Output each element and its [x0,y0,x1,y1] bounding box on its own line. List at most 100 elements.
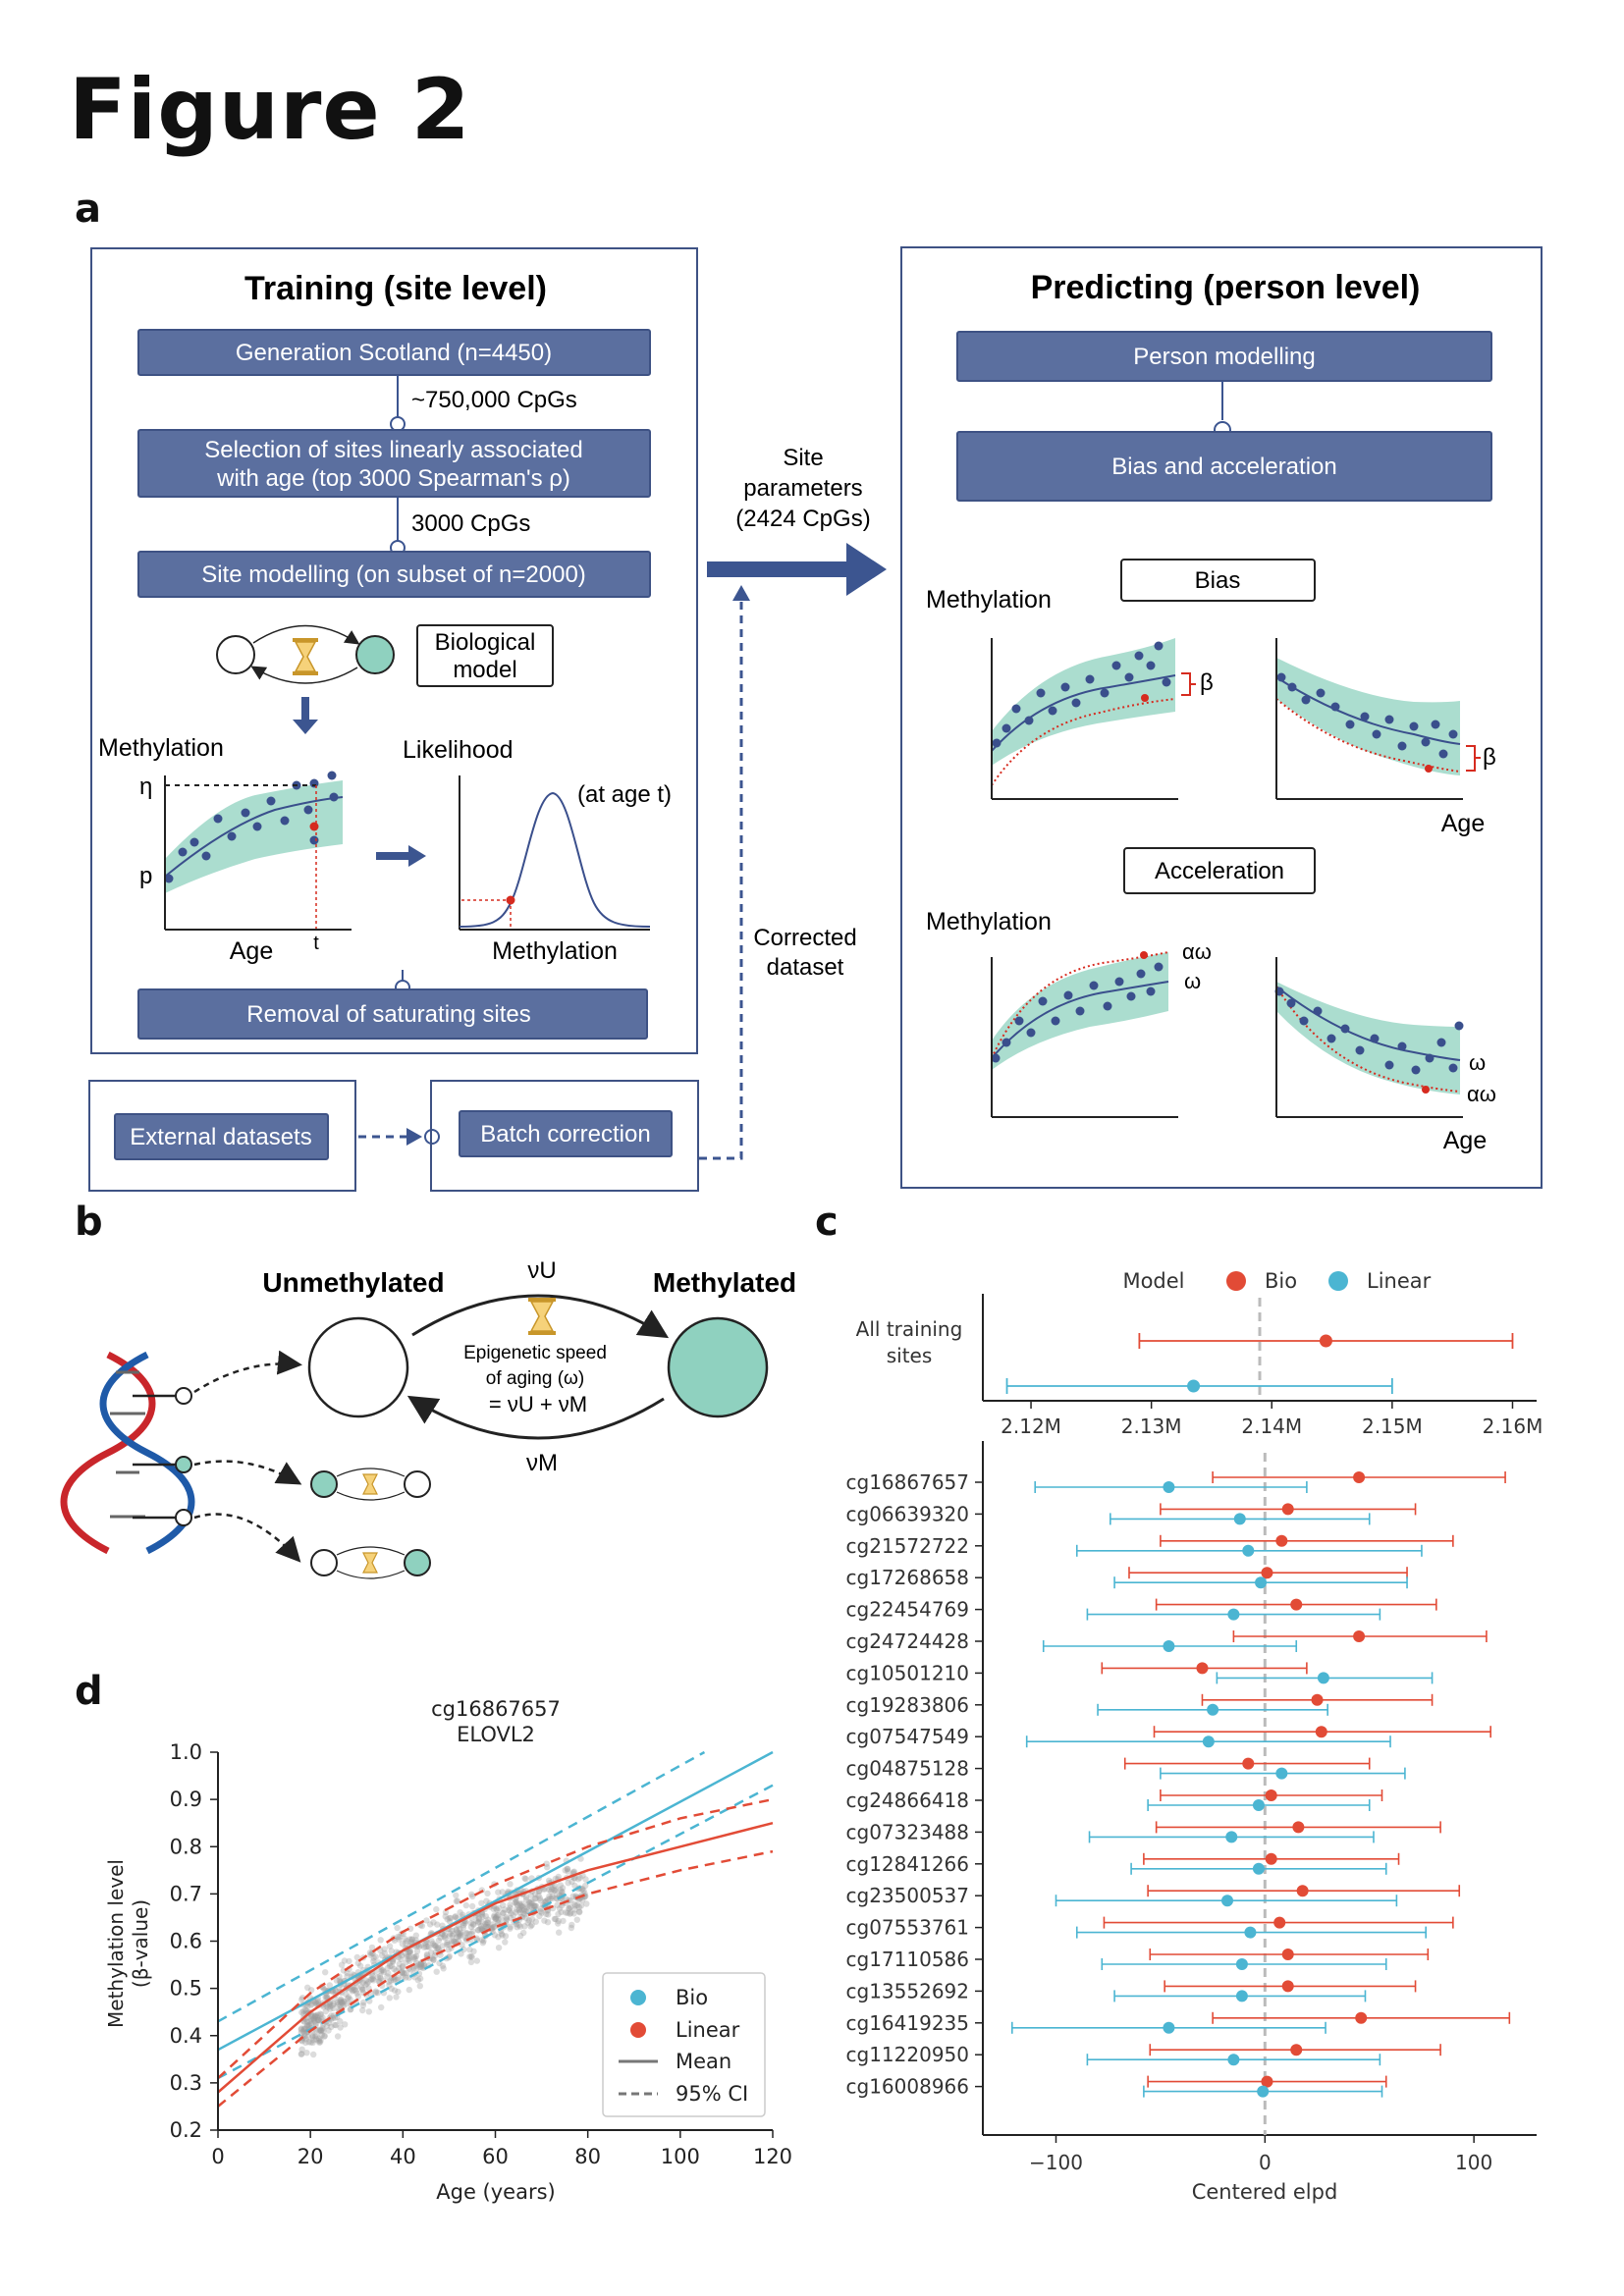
site-label: cg22454769 [846,1598,970,1622]
site-params-line3: (2424 CpGs) [735,506,870,532]
methylated-state-icon [355,635,395,674]
data-point [489,1921,496,1928]
data-point [449,1932,457,1940]
data-point [462,1930,469,1937]
data-point [571,1906,578,1913]
data-point [469,1893,476,1900]
data-point [516,1908,523,1916]
data-point [500,1910,507,1917]
data-point [482,1923,489,1931]
mean-point [1202,1735,1215,1748]
data-point [337,2024,344,2031]
data-point [403,1969,409,1977]
data-point [312,2012,319,2020]
data-point [569,1893,576,1900]
data-point [521,1875,528,1882]
mean-point [1281,1949,1294,1960]
data-point [312,1999,319,2005]
mean-point [1261,2075,1273,2088]
data-point [513,1909,519,1916]
data-point [551,1915,559,1923]
data-point [425,1944,433,1950]
data-point [507,1904,514,1911]
mean-point [1244,1926,1257,1939]
mean-point [1317,1672,1329,1684]
data-point [468,1953,475,1960]
data-point [358,1986,366,1993]
speed-line2: of aging (ω) [486,1368,584,1389]
data-point [462,1901,469,1909]
data-point [547,1888,555,1896]
linear-ci-high [217,1750,706,2023]
data-point [338,1998,345,2005]
mean-point [1255,1576,1268,1589]
biological-model-box [416,624,554,687]
data-point [348,1986,355,1993]
data-point [392,1976,399,1983]
data-point [437,1934,444,1942]
data-point [576,1874,583,1882]
panel-d-legend-bio: Bio [676,1986,708,2009]
data-point [483,1897,490,1904]
site-label: cg06639320 [846,1502,970,1525]
data-point [442,1908,450,1916]
data-point [582,1882,589,1890]
data-point [358,1984,365,1991]
data-point [366,1949,374,1956]
data-point [417,1961,424,1968]
data-point [331,2021,339,2029]
data-point [522,1876,529,1883]
beta-label-1: β [1200,669,1214,696]
data-point [450,1938,457,1945]
data-point [418,1964,425,1971]
panel-b: Unmethylated Methylated νU νM Epigenetic… [60,1257,796,1579]
mean-point [1207,1703,1219,1716]
data-point [528,1921,535,1929]
data-point [522,1908,529,1915]
data-point [399,1969,406,1977]
bio-mean-line [217,1821,774,2094]
data-point [470,1948,477,1955]
y-tick-label: 0.9 [170,1788,202,1811]
site-label: cg23500537 [846,1884,970,1907]
data-point [423,1917,430,1924]
panel-c-label: c [815,1200,839,1245]
data-point [395,1933,402,1941]
site-label: cg17268658 [846,1566,970,1589]
data-point [457,1925,463,1933]
bias-box [1120,559,1316,602]
mean-point [1281,1503,1294,1516]
data-point [488,1926,495,1933]
site-label: cg16008966 [846,2075,970,2099]
x-tick-label: −100 [1029,2151,1083,2174]
mean-point [1235,1958,1248,1970]
x-tick-label: 80 [574,2145,601,2168]
data-point [352,1986,358,1994]
data-point [536,1912,543,1920]
data-point [403,1959,409,1966]
data-point [334,2033,342,2040]
data-point [343,1991,350,1998]
data-point [531,1902,538,1910]
data-point [515,1921,522,1929]
data-point [395,1988,402,1996]
data-point [298,1996,305,2003]
data-point [391,1987,399,1994]
data-point [568,1909,574,1916]
data-point [346,1957,352,1965]
data-point [520,1906,528,1913]
data-point [430,1956,437,1964]
predict-methylation-label-1: Methylation [926,586,1052,614]
data-point [518,1902,525,1910]
data-point [516,1905,523,1912]
dna-helix-icon [60,1351,195,1555]
data-point [298,2026,304,2033]
linear-ci-low [217,1784,774,2080]
data-point [492,1915,499,1923]
data-point [515,1906,522,1914]
data-point [300,2030,308,2037]
acceleration-label: Acceleration [1155,858,1284,884]
data-point [338,1961,346,1968]
all-training-label-line1: All training [856,1317,963,1341]
data-point [298,2008,305,2016]
